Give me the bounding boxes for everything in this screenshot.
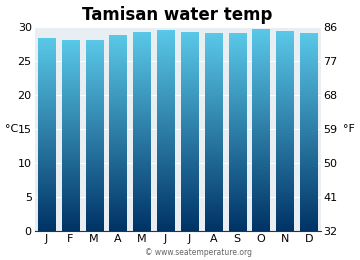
Text: © www.seatemperature.org: © www.seatemperature.org [144, 248, 252, 257]
Y-axis label: °F: °F [343, 124, 355, 134]
Title: Tamisan water temp: Tamisan water temp [82, 5, 273, 24]
Y-axis label: °C: °C [5, 124, 18, 134]
